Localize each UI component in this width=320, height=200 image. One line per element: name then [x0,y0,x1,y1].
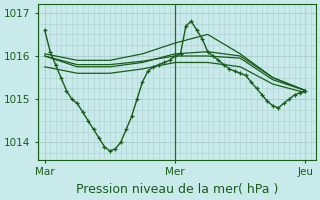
X-axis label: Pression niveau de la mer( hPa ): Pression niveau de la mer( hPa ) [76,183,278,196]
